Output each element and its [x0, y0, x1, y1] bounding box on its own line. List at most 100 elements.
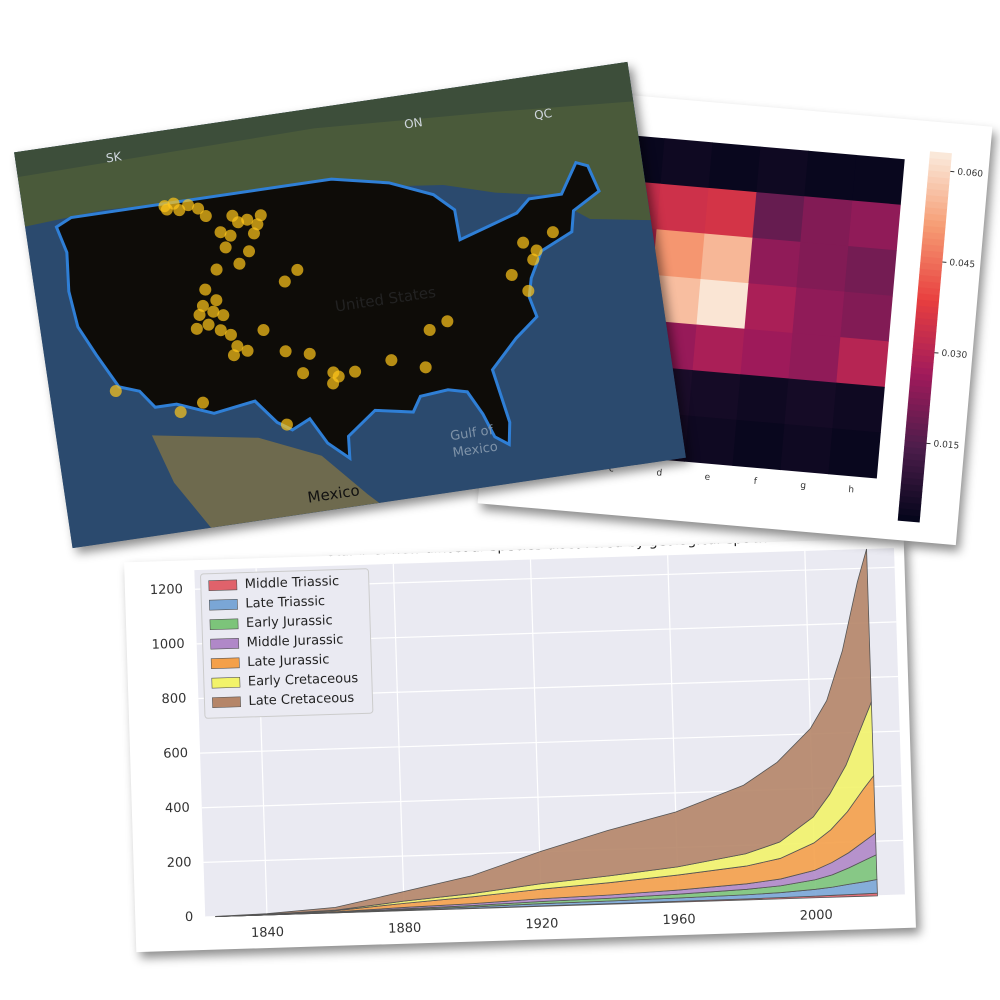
site-point — [505, 268, 518, 281]
colorbar-step — [904, 433, 928, 443]
heat-cell — [752, 192, 805, 243]
site-point — [219, 241, 232, 254]
heat-cell — [804, 150, 857, 202]
colorbar-label: 0.045 — [949, 258, 976, 270]
mexico-land — [151, 435, 380, 528]
colorbar-step — [920, 249, 944, 259]
site-point — [174, 406, 187, 419]
legend-label: Middle Triassic — [245, 574, 340, 592]
site-point — [190, 322, 203, 335]
site-point — [241, 344, 254, 357]
site-point — [303, 347, 316, 360]
heat-cell — [740, 328, 793, 380]
x-tick-label: 1960 — [662, 912, 696, 928]
colorbar-step — [920, 255, 943, 265]
area — [215, 548, 872, 918]
colorbar-step — [902, 458, 926, 468]
colorbar-step — [899, 489, 923, 498]
legend-label: Early Jurassic — [246, 613, 333, 631]
site-point — [196, 396, 209, 409]
colorbar-step — [906, 409, 930, 419]
colorbar-step — [899, 495, 922, 505]
map-label: Gulf of — [449, 423, 494, 444]
grid-line — [392, 563, 405, 911]
y-tick-label: 800 — [161, 691, 186, 707]
site-point — [297, 367, 310, 380]
site-point — [214, 324, 227, 337]
site-point — [517, 236, 530, 249]
colorbar-step — [902, 464, 925, 474]
map-label: QC — [533, 106, 553, 122]
colorbar-label: 0.015 — [933, 439, 960, 451]
site-point — [227, 349, 240, 362]
heat-cell — [692, 324, 745, 375]
legend-label: Late Triassic — [245, 594, 325, 611]
legend-label: Middle Jurassic — [246, 632, 343, 650]
x-tick-label: e — [704, 472, 711, 482]
heat-cell — [748, 237, 801, 288]
y-tick-label: 1000 — [151, 637, 185, 653]
site-point — [224, 229, 237, 242]
site-point — [109, 385, 122, 398]
site-point — [279, 345, 292, 358]
x-tick-label: 1920 — [525, 916, 559, 932]
heat-cell — [852, 154, 905, 206]
grid-line — [200, 730, 900, 754]
colorbar-step — [922, 231, 945, 240]
y-tick-label: 0 — [185, 910, 194, 925]
colorbar-step — [917, 286, 941, 296]
colorbar-step — [919, 261, 943, 271]
site-point — [527, 253, 540, 266]
x-tick-label: h — [848, 485, 855, 495]
colorbar-step — [913, 335, 936, 345]
legend-swatch — [211, 676, 241, 689]
colorbar-step — [918, 280, 941, 290]
heat-cell — [732, 419, 785, 471]
colorbar-step — [911, 360, 934, 369]
colorbar-step — [927, 169, 951, 179]
colorbar-label: 0.060 — [957, 168, 984, 180]
heat-cell — [736, 374, 789, 425]
site-point — [199, 210, 212, 223]
site-point — [441, 315, 454, 328]
site-point — [214, 226, 227, 239]
map-label: Mexico — [452, 440, 499, 461]
heat-cell — [832, 382, 885, 433]
colorbar-step — [914, 317, 938, 326]
site-point — [257, 324, 270, 337]
site-point — [254, 209, 267, 222]
site-point — [233, 257, 246, 270]
colorbar-step — [915, 311, 938, 320]
site-point — [241, 213, 254, 226]
colorbar-step — [909, 378, 933, 388]
grid-line — [529, 559, 542, 907]
colorbar-step — [911, 354, 935, 363]
heat-cell — [796, 241, 849, 293]
site-point — [207, 305, 220, 318]
x-tick-label: c — [608, 464, 614, 474]
colorbar-step — [903, 452, 926, 462]
colorbar-step — [908, 390, 931, 400]
site-point — [419, 361, 432, 374]
heat-cell — [800, 196, 853, 247]
legend-swatch — [212, 696, 241, 708]
colorbar-step — [918, 274, 942, 283]
x-tick-label: 2000 — [800, 908, 834, 924]
colorbar-step — [904, 440, 927, 449]
heat-cell — [780, 424, 833, 475]
site-point — [224, 328, 237, 341]
area-chart: Total # of new dinosaur species discover… — [150, 538, 905, 941]
site-point — [349, 365, 362, 378]
heat-cell — [836, 337, 889, 388]
colorbar-step — [926, 188, 949, 197]
colorbar-step — [927, 175, 950, 185]
legend-swatch — [209, 618, 239, 630]
colorbar-step — [913, 329, 937, 339]
map-label: SK — [105, 149, 123, 165]
heat-cell — [652, 229, 705, 280]
site-point — [232, 216, 245, 229]
heat-cell — [828, 428, 881, 479]
heat-cell — [660, 138, 713, 189]
site-point — [210, 294, 223, 307]
